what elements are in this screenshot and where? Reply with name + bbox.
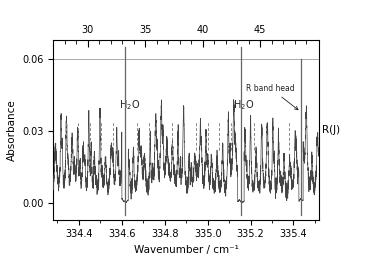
Y-axis label: Absorbance: Absorbance [6,99,17,161]
X-axis label: Wavenumber / cm⁻¹: Wavenumber / cm⁻¹ [134,245,239,255]
Text: H$_2$O: H$_2$O [233,98,255,112]
Text: R(J): R(J) [322,125,340,135]
Text: R band head: R band head [246,84,298,110]
Text: H$_2$O: H$_2$O [119,98,140,112]
